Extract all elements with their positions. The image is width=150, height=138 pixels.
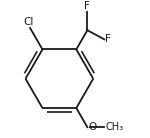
Text: F: F	[84, 2, 90, 11]
Text: CH₃: CH₃	[106, 122, 124, 132]
Text: Cl: Cl	[24, 17, 34, 27]
Text: F: F	[105, 34, 111, 44]
Text: O: O	[88, 122, 96, 132]
